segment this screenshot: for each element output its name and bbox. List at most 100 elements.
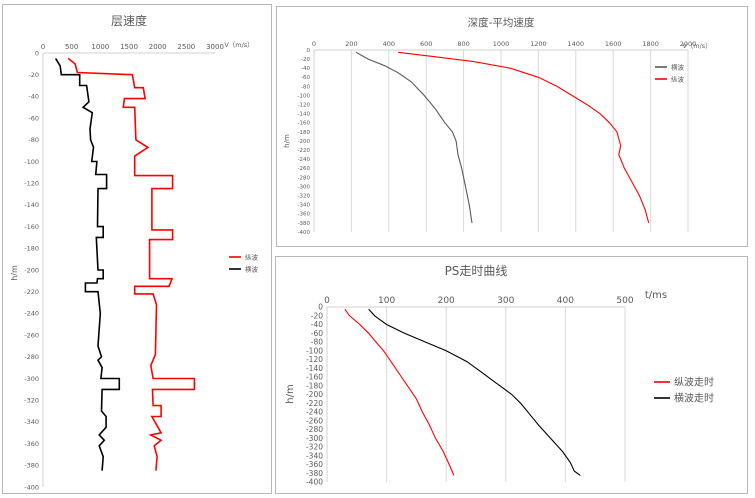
y-tick-label: -240: [24, 310, 39, 318]
series-line-second: [54, 57, 121, 471]
y-tick-label: -120: [24, 179, 39, 187]
y-tick-label: -340: [298, 203, 311, 209]
series-line-first: [344, 308, 455, 476]
x-tick-label: 2000: [680, 40, 697, 48]
x-tick-label: 1400: [568, 40, 585, 48]
x-tick-label: 300: [497, 296, 514, 306]
y-tick-label: -340: [306, 451, 323, 460]
y-tick-label: -240: [306, 408, 323, 417]
y-tick-label: -380: [24, 462, 39, 470]
y-tick-label: -260: [24, 331, 39, 339]
chart-title: 深度-平均速度: [468, 16, 535, 29]
y-tick-label: -300: [306, 434, 323, 443]
x-axis-label: V（m/s）: [224, 41, 253, 49]
x-tick-label: 800: [457, 40, 469, 48]
y-tick-label: -400: [298, 230, 311, 236]
x-tick-label: 500: [65, 43, 78, 51]
x-tick-label: 0: [312, 40, 316, 48]
y-tick-label: -240: [298, 157, 311, 163]
y-tick-label: -200: [24, 266, 39, 274]
y-tick-label: -300: [298, 184, 311, 190]
y-tick-label: -80: [311, 338, 323, 347]
legend-label: 横波: [245, 264, 259, 273]
y-tick-label: -200: [298, 139, 311, 145]
y-tick-label: -60: [301, 75, 310, 81]
y-tick-label: 0: [35, 49, 39, 57]
y-tick-label: -180: [298, 130, 311, 136]
chart-title: PS走时曲线: [445, 264, 508, 278]
y-tick-label: -200: [306, 390, 323, 399]
y-tick-label: -180: [24, 245, 39, 253]
y-tick-label: -400: [24, 483, 39, 491]
y-tick-label: -140: [24, 201, 39, 209]
y-tick-label: -100: [298, 93, 311, 99]
y-tick-label: -160: [24, 223, 39, 231]
y-tick-label: -60: [311, 329, 323, 338]
y-tick-label: -380: [298, 221, 311, 227]
y-tick-label: -360: [298, 212, 311, 218]
y-tick-label: -380: [306, 469, 323, 478]
y-tick-label: -320: [298, 194, 311, 200]
y-tick-label: -120: [298, 103, 311, 109]
y-tick-label: -180: [306, 381, 323, 390]
x-tick-label: 200: [438, 296, 455, 306]
y-tick-label: -360: [306, 460, 323, 469]
y-tick-label: -140: [306, 364, 323, 373]
y-tick-label: -280: [298, 175, 311, 181]
y-tick-label: -100: [24, 158, 39, 166]
y-tick-label: -280: [306, 425, 323, 434]
y-tick-label: -220: [306, 399, 323, 408]
y-tick-label: -360: [24, 440, 39, 448]
series-line-second: [398, 51, 650, 224]
y-tick-label: -100: [306, 346, 323, 355]
y-tick-label: -40: [311, 320, 323, 329]
series-line-first: [67, 57, 196, 471]
chart-title: 层速度: [111, 13, 147, 28]
y-tick-label: -20: [311, 311, 323, 320]
series-line-first: [355, 51, 473, 223]
x-tick-label: 1500: [120, 43, 138, 51]
y-tick-label: -20: [28, 71, 39, 79]
layer-velocity-chart: 层速度 0 500 1000 1500 2000 2500 3000 0 -20 -40 -60 -80…: [10, 13, 259, 491]
x-tick-label: 1000: [493, 40, 510, 48]
y-tick-label: -40: [301, 66, 310, 72]
x-tick-label: 600: [420, 40, 432, 48]
legend-label: 纵波: [245, 252, 259, 261]
y-tick-label: 0: [318, 303, 323, 312]
y-tick-label: -20: [301, 57, 310, 63]
y-tick-label: -400: [306, 478, 323, 487]
chart-panel-average-velocity: 深度-平均速度 0 200 400 600 800 1000 1200 1400 1600 1800…: [276, 6, 748, 247]
legend-label: 纵波: [671, 74, 685, 83]
x-tick-label: 3000: [206, 43, 224, 51]
x-axis-label: V（m/s）: [682, 42, 711, 50]
y-axis-label: h/m: [283, 134, 291, 148]
x-axis-label: t/ms: [645, 290, 667, 301]
legend-label: 横波走时: [674, 392, 714, 405]
y-tick-label: -120: [306, 355, 323, 364]
series-line-second: [368, 308, 581, 476]
y-tick-label: -300: [24, 375, 39, 383]
legend-label: 纵波走时: [674, 376, 714, 389]
y-tick-label: -80: [301, 84, 310, 90]
average-velocity-chart: 深度-平均速度 0 200 400 600 800 1000 1200 1400 1600 1800…: [283, 16, 712, 236]
y-tick-label: -340: [24, 418, 39, 426]
y-tick-label: -60: [28, 114, 39, 122]
x-tick-label: 500: [616, 296, 633, 306]
y-axis-label: h/m: [10, 265, 19, 281]
chart-panel-travel-time: PS走时曲线 0 100 200 300 400 500 0 -20 -40 -60 -80 -100-…: [275, 256, 748, 494]
x-tick-label: 1600: [605, 40, 622, 48]
y-tick-label: -160: [298, 121, 311, 127]
x-tick-label: 0: [41, 43, 45, 51]
chart-panel-layer-velocity: 层速度 0 500 1000 1500 2000 2500 3000 0 -20 -40 -60 -80…: [2, 4, 272, 494]
y-tick-label: -320: [24, 396, 39, 404]
x-tick-label: 200: [345, 40, 357, 48]
x-tick-label: 100: [378, 296, 395, 306]
y-tick-label: -80: [28, 136, 39, 144]
x-tick-label: 1800: [642, 40, 659, 48]
x-tick-label: 2500: [177, 43, 195, 51]
y-tick-label: -260: [306, 416, 323, 425]
x-tick-label: 1200: [530, 40, 547, 48]
y-tick-label: -220: [298, 148, 311, 154]
y-tick-label: -220: [24, 288, 39, 296]
